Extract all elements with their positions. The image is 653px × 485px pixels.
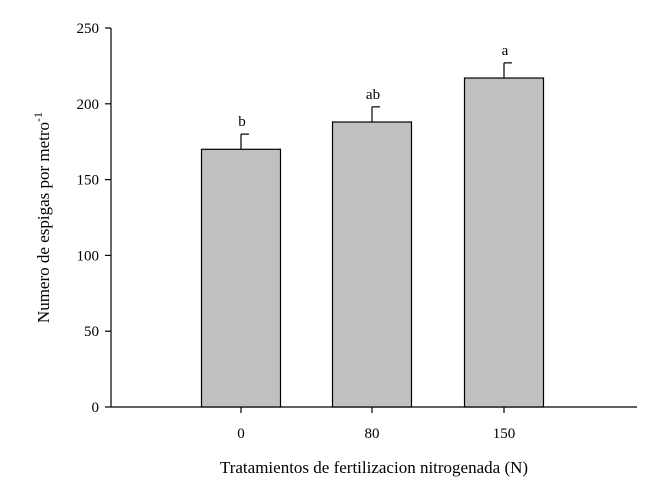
y-tick-label: 150	[77, 173, 100, 189]
y-axis-title: Numero de espigas por metro-1	[31, 112, 53, 323]
y-axis-title-superscript: -1	[31, 112, 45, 122]
bar	[463, 77, 545, 408]
significance-label: a	[502, 43, 509, 59]
significance-label: ab	[366, 87, 380, 103]
x-tick-label: 150	[493, 426, 516, 442]
y-tick-label: 100	[77, 248, 100, 264]
x-tick-label: 0	[237, 426, 245, 442]
y-tick-label: 250	[77, 21, 100, 37]
bar	[200, 148, 282, 408]
significance-label: b	[238, 114, 246, 130]
y-tick-label: 50	[84, 324, 99, 340]
bar	[331, 121, 413, 408]
x-axis-title: Tratamientos de fertilizacion nitrogenad…	[220, 458, 528, 477]
bars-group: b ab a	[200, 43, 545, 408]
x-tick-label: 80	[365, 426, 380, 442]
y-axis-title-main: Numero de espigas por metro	[34, 122, 53, 323]
x-axis-ticks: 0 80 150	[237, 407, 515, 442]
y-tick-label: 0	[92, 400, 100, 416]
y-tick-label: 200	[77, 97, 100, 113]
y-axis-ticks: 0 50 100 150 200 250	[77, 21, 111, 416]
